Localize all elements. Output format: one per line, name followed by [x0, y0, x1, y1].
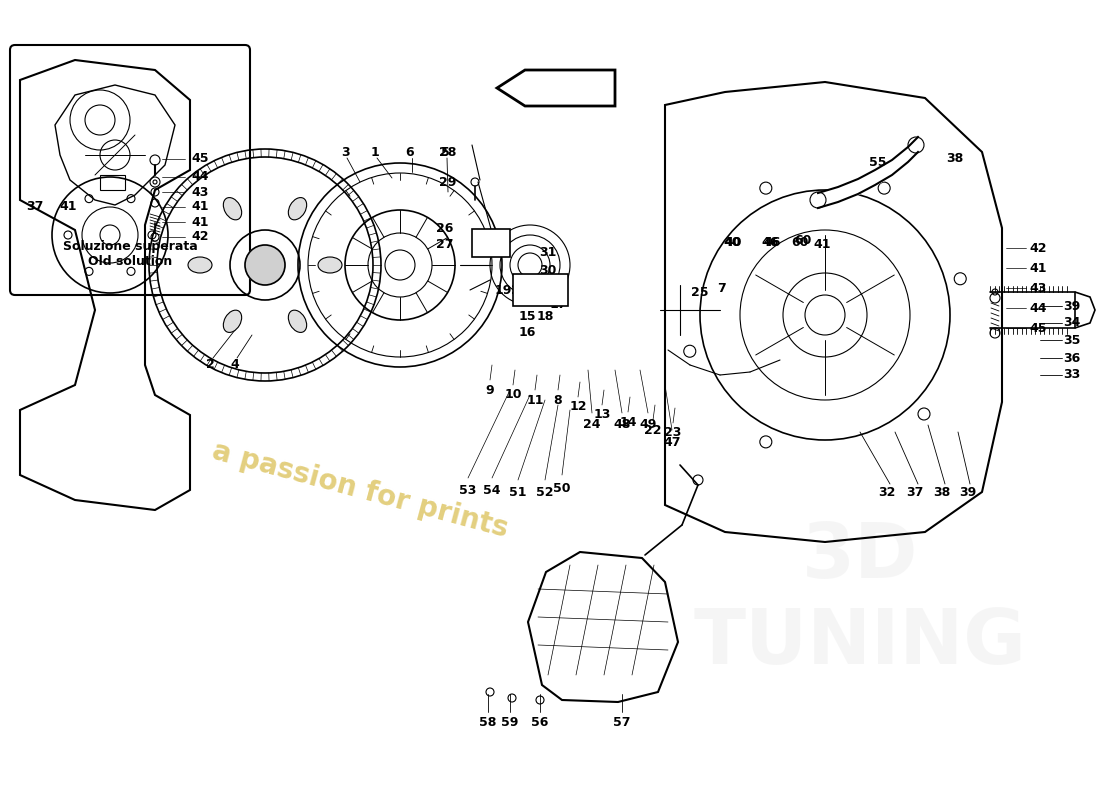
Text: 37: 37: [906, 486, 924, 498]
Text: 50: 50: [553, 482, 571, 494]
Text: 19: 19: [494, 283, 512, 297]
Text: 11: 11: [526, 394, 543, 406]
Ellipse shape: [223, 310, 242, 333]
Text: 41: 41: [1030, 262, 1047, 274]
Text: 13: 13: [593, 409, 611, 422]
Text: Soluzione superata
Old solution: Soluzione superata Old solution: [63, 240, 197, 268]
Text: 31: 31: [539, 246, 557, 258]
Text: 36: 36: [1064, 351, 1080, 365]
Text: 32: 32: [878, 486, 895, 498]
Text: 14: 14: [619, 415, 637, 429]
Ellipse shape: [288, 310, 307, 333]
Text: 27: 27: [437, 238, 453, 251]
Text: 4: 4: [231, 358, 240, 371]
Text: 47: 47: [663, 435, 681, 449]
Text: 56: 56: [531, 715, 549, 729]
FancyBboxPatch shape: [10, 45, 250, 295]
Text: 37: 37: [26, 201, 44, 214]
Text: 51: 51: [509, 486, 527, 498]
Text: 39: 39: [1064, 299, 1080, 313]
Text: 43: 43: [1030, 282, 1047, 294]
Text: 3D
TUNING: 3D TUNING: [694, 520, 1026, 680]
Text: 30: 30: [539, 263, 557, 277]
Text: 48: 48: [614, 418, 630, 431]
Text: 35: 35: [1064, 334, 1080, 346]
Text: 34: 34: [1064, 317, 1080, 330]
Text: 41: 41: [191, 215, 209, 229]
Circle shape: [245, 245, 285, 285]
Text: 28: 28: [439, 146, 456, 158]
Text: 53: 53: [460, 483, 476, 497]
Text: 8: 8: [553, 394, 562, 406]
Text: 38: 38: [946, 151, 964, 165]
Text: 41: 41: [59, 201, 77, 214]
Text: 33: 33: [1064, 369, 1080, 382]
Text: 3: 3: [341, 146, 350, 158]
Text: 44: 44: [1030, 302, 1047, 314]
Text: 40: 40: [724, 235, 741, 249]
Text: 42: 42: [191, 230, 209, 243]
Bar: [472, 229, 510, 257]
Text: 41: 41: [191, 201, 209, 214]
Text: 20: 20: [512, 283, 529, 297]
Text: 24: 24: [583, 418, 601, 431]
Text: 6: 6: [406, 146, 415, 158]
Text: 26: 26: [437, 222, 453, 234]
Text: 44: 44: [191, 170, 209, 183]
Text: 55: 55: [869, 155, 887, 169]
Text: 16: 16: [518, 326, 536, 338]
Text: 57: 57: [614, 715, 630, 729]
Text: 60: 60: [794, 234, 812, 246]
Text: a passion for prints: a passion for prints: [209, 437, 512, 543]
Text: 17: 17: [549, 298, 566, 311]
Text: 7: 7: [717, 282, 726, 294]
Ellipse shape: [223, 198, 242, 220]
Bar: [513, 274, 568, 306]
Text: 59: 59: [502, 715, 519, 729]
Text: 12: 12: [570, 401, 586, 414]
Text: 5: 5: [441, 146, 450, 158]
Text: 42: 42: [1030, 242, 1047, 254]
Text: 46: 46: [763, 235, 781, 249]
Text: 38: 38: [934, 486, 950, 498]
Text: 9: 9: [486, 383, 494, 397]
Text: 21: 21: [531, 282, 549, 294]
Text: 43: 43: [191, 186, 209, 198]
Text: 15: 15: [518, 310, 536, 323]
Text: 39: 39: [959, 486, 977, 498]
Ellipse shape: [288, 198, 307, 220]
Text: 22: 22: [645, 423, 662, 437]
Bar: [100, 175, 125, 190]
Text: 1: 1: [371, 146, 380, 158]
Text: 46: 46: [761, 235, 779, 249]
Text: 45: 45: [1030, 322, 1047, 334]
Text: 40: 40: [724, 235, 740, 249]
Text: 45: 45: [191, 153, 209, 166]
Text: 25: 25: [691, 286, 708, 298]
Text: 58: 58: [480, 715, 497, 729]
Text: 52: 52: [537, 486, 553, 498]
Text: 49: 49: [639, 418, 657, 431]
Text: 10: 10: [504, 389, 521, 402]
Text: 23: 23: [664, 426, 682, 439]
Text: 41: 41: [813, 238, 830, 251]
Text: 29: 29: [439, 175, 456, 189]
Ellipse shape: [318, 257, 342, 273]
Ellipse shape: [188, 257, 212, 273]
Text: 54: 54: [483, 483, 500, 497]
Text: 60: 60: [791, 235, 808, 249]
Text: 18: 18: [537, 310, 553, 323]
Text: 2: 2: [206, 358, 214, 371]
